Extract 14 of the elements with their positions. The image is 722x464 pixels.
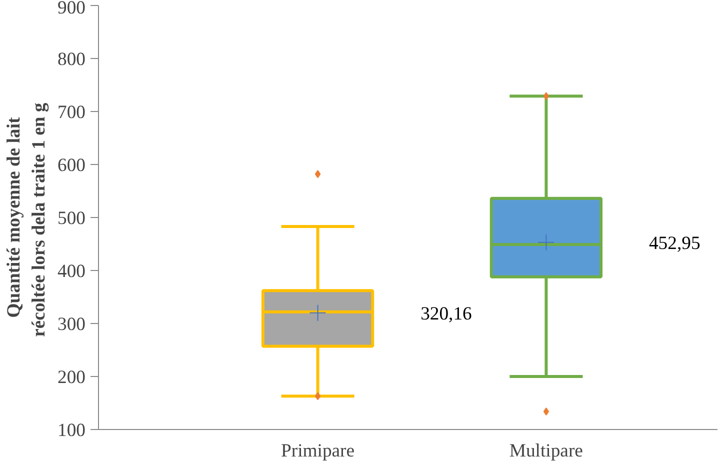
y-tick-label: 200 [58, 367, 86, 388]
y-tick-label: 600 [58, 155, 86, 176]
y-tick-label: 900 [58, 0, 86, 18]
y-axis-title: Quantité moyenne de lait récoltée lors dela traite 1 en g [3, 102, 50, 337]
y-tick-label: 400 [58, 261, 86, 282]
y-tick-label: 300 [58, 314, 86, 335]
x-tick-label: Multipare [509, 440, 583, 462]
y-tick-label: 100 [58, 420, 86, 441]
y-tick-label: 800 [58, 49, 86, 70]
annotation: 320,16 [420, 303, 472, 324]
y-tick-label: 700 [58, 102, 86, 123]
x-tick-label: Primipare [280, 440, 355, 462]
y-tick-label: 500 [58, 208, 86, 229]
annotation: 452,95 [648, 232, 700, 254]
